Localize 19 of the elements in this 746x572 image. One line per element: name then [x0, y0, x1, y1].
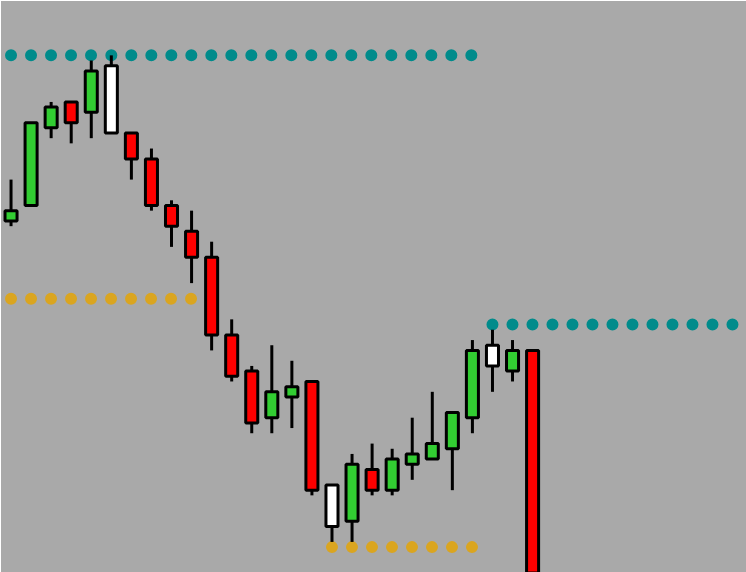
candlestick: [43, 100, 59, 140]
candlestick: [364, 442, 380, 497]
candlestick: [264, 343, 280, 435]
candlestick: [484, 328, 500, 394]
candlestick: [184, 209, 200, 285]
candlestick: [63, 100, 79, 145]
candlestick: [404, 416, 420, 482]
candlestick: [284, 359, 300, 430]
candlestick: [143, 147, 159, 213]
candlestick: [324, 483, 340, 544]
candlestick: [444, 411, 460, 492]
candlestick: [384, 447, 400, 497]
candlestick: [224, 317, 240, 383]
candlestick: [123, 131, 139, 182]
candlestick: [505, 338, 521, 383]
candlestick: [3, 178, 19, 228]
candlestick: [163, 198, 180, 249]
candlestick: [424, 390, 440, 461]
candlestick: [83, 59, 99, 140]
